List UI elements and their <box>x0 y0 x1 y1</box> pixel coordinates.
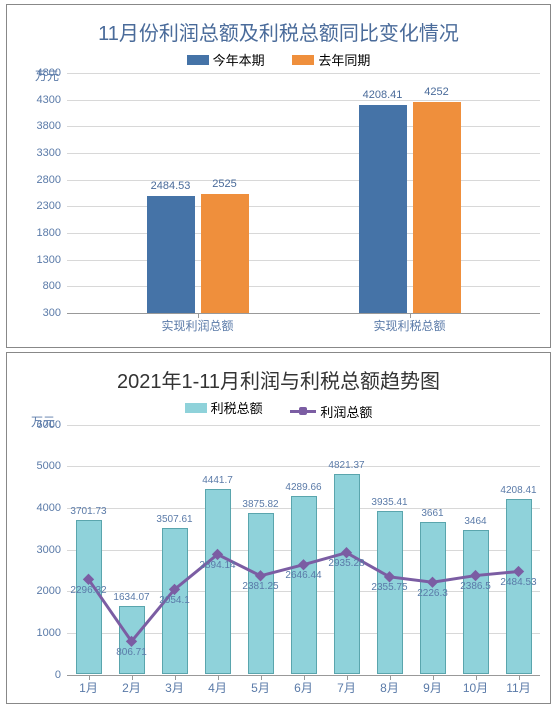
chart1-gridline <box>67 126 540 127</box>
chart2-line-label: 2484.53 <box>500 577 536 588</box>
chart2-ytick: 3000 <box>37 544 67 556</box>
chart2-line-label: 2226.3 <box>417 588 448 599</box>
chart2-line-label: 2646.44 <box>285 570 321 581</box>
chart1-legend: 今年本期 去年同期 <box>7 50 550 69</box>
chart2-bar-label: 3661 <box>421 508 443 519</box>
chart2-bar <box>119 606 145 674</box>
chart1-bar-label: 4208.41 <box>363 89 403 101</box>
chart1-legend-item-0: 今年本期 <box>187 50 265 69</box>
chart2-ytick: 4000 <box>37 502 67 514</box>
chart2-legend: 利税总额 利润总额 <box>7 398 550 421</box>
chart2-bar <box>76 520 102 674</box>
chart2-legend-item-bar: 利税总额 <box>185 398 263 417</box>
chart2-line-label: 2381.25 <box>242 581 278 592</box>
chart1-ytick: 4300 <box>37 94 67 106</box>
chart1-bar <box>147 196 195 313</box>
chart2-title: 2021年1-11月利润与利税总额趋势图 <box>7 353 550 394</box>
chart1-gridline <box>67 153 540 154</box>
chart2-ytick: 6000 <box>37 419 67 431</box>
chart1-plot-area: 3008001300180023002800330038004300480024… <box>67 73 540 313</box>
chart2-plot-area: 01000200030004000500060003701.731月1634.0… <box>67 425 540 675</box>
chart2-bar <box>248 513 274 674</box>
chart2-gridline <box>67 466 540 467</box>
chart2-line-label: 2296.32 <box>70 585 106 596</box>
chart1-panel: 11月份利润总额及利税总额同比变化情况 今年本期 去年同期 万元 3008001… <box>6 4 551 348</box>
chart1-gridline <box>67 233 540 234</box>
chart2-bar-label: 4821.37 <box>328 460 364 471</box>
chart1-legend-item-1: 去年同期 <box>292 50 370 69</box>
chart1-gridline <box>67 180 540 181</box>
chart2-bar <box>463 530 489 674</box>
chart1-bar-label: 2525 <box>212 178 236 190</box>
chart1-bar-label: 4252 <box>424 86 448 98</box>
chart2-line-label: 2894.14 <box>199 560 235 571</box>
chart1-ytick: 2300 <box>37 200 67 212</box>
chart1-bar-label: 2484.53 <box>151 180 191 192</box>
chart2-bar-label: 3507.61 <box>156 514 192 525</box>
chart2-legend-swatch-bar <box>185 403 207 413</box>
chart2-legend-item-line: 利润总额 <box>290 402 372 421</box>
chart2-line-label: 2386.5 <box>460 581 491 592</box>
chart1-legend-label-0: 今年本期 <box>213 50 265 69</box>
chart2-bar-label: 1634.07 <box>113 592 149 603</box>
chart1-ytick: 1800 <box>37 227 67 239</box>
chart1-ytick: 3800 <box>37 120 67 132</box>
chart2-ytick: 0 <box>55 669 67 681</box>
chart1-bar <box>201 194 249 313</box>
chart2-line-label: 2054.1 <box>159 595 190 606</box>
chart1-gridline <box>67 260 540 261</box>
chart2-ytick: 1000 <box>37 627 67 639</box>
chart2-bar-label: 4208.41 <box>500 485 536 496</box>
chart2-bar-label: 3875.82 <box>242 499 278 510</box>
chart2-bar-label: 3701.73 <box>70 506 106 517</box>
chart2-bar-label: 3464 <box>464 516 486 527</box>
chart2-line-label: 2935.28 <box>328 558 364 569</box>
chart1-legend-label-1: 去年同期 <box>318 50 370 69</box>
chart2-bar <box>291 496 317 675</box>
chart1-title: 11月份利润总额及利税总额同比变化情况 <box>7 5 550 46</box>
chart1-ytick: 1300 <box>37 254 67 266</box>
chart2-bar <box>334 474 360 675</box>
chart2-bar-label: 4289.66 <box>285 482 321 493</box>
chart1-bar <box>413 102 461 313</box>
chart1-gridline <box>67 73 540 74</box>
chart2-legend-label-bar: 利税总额 <box>211 398 263 417</box>
chart1-ytick: 300 <box>43 307 67 319</box>
chart1-ytick: 4800 <box>37 67 67 79</box>
chart2-panel: 2021年1-11月利润与利税总额趋势图 利税总额 利润总额 万元 010002… <box>6 352 551 704</box>
chart2-legend-swatch-line <box>290 410 316 413</box>
chart2-legend-label-line: 利润总额 <box>320 402 372 421</box>
chart1-ytick: 3300 <box>37 147 67 159</box>
chart1-legend-swatch-0 <box>187 55 209 65</box>
chart1-ytick: 800 <box>43 280 67 292</box>
chart2-line-label: 806.71 <box>116 647 147 658</box>
chart2-ytick: 5000 <box>37 460 67 472</box>
chart2-line-label: 2355.75 <box>371 582 407 593</box>
chart1-legend-swatch-1 <box>292 55 314 65</box>
chart1-ytick: 2800 <box>37 174 67 186</box>
chart2-bar-label: 4441.7 <box>202 475 233 486</box>
chart1-gridline <box>67 100 540 101</box>
chart1-gridline <box>67 206 540 207</box>
chart1-bar <box>359 105 407 313</box>
chart2-bar <box>205 489 231 674</box>
chart2-bar-label: 3935.41 <box>371 497 407 508</box>
chart1-gridline <box>67 286 540 287</box>
chart2-ytick: 2000 <box>37 585 67 597</box>
chart2-gridline <box>67 425 540 426</box>
